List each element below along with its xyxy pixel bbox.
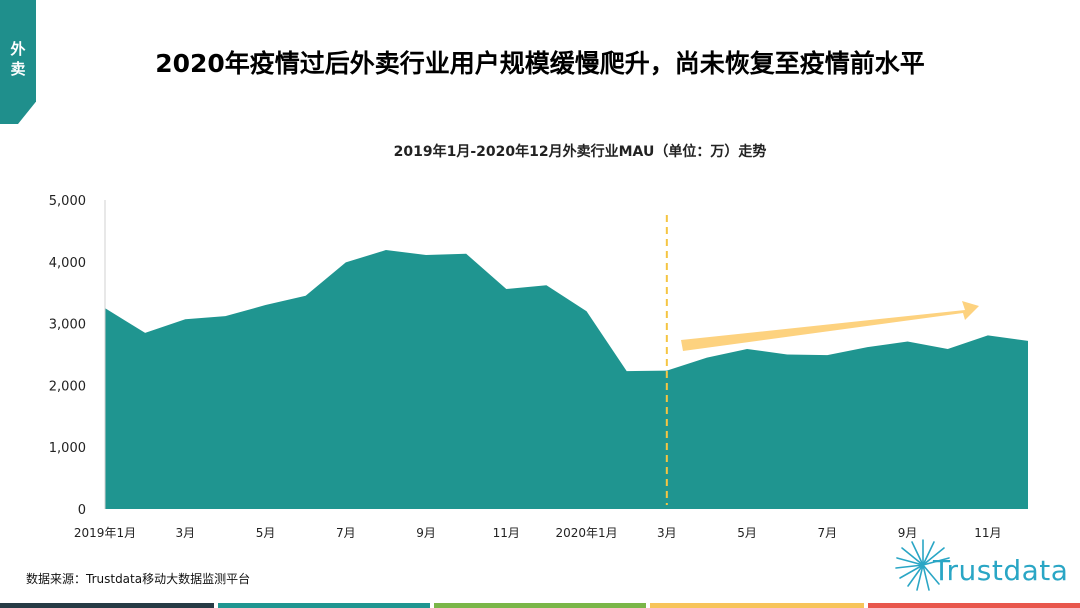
- y-tick-label: 1,000: [49, 441, 86, 456]
- y-tick-label: 3,000: [49, 318, 86, 333]
- y-tick-label: 0: [78, 503, 86, 518]
- y-tick-label: 2,000: [49, 379, 86, 394]
- trend-arrow: [681, 301, 979, 351]
- section-tab-line1: 外: [10, 40, 26, 58]
- section-tab-line2: 卖: [10, 60, 26, 78]
- x-tick-label: 2019年1月: [74, 526, 136, 540]
- x-tick-label: 5月: [256, 526, 276, 540]
- footer-segment-3: [434, 603, 646, 608]
- footer-segment-4: [650, 603, 864, 608]
- x-tick-label: 3月: [175, 526, 195, 540]
- x-tick-label: 11月: [493, 526, 520, 540]
- mau-area-series: [105, 250, 1028, 510]
- footer-segment-1: [0, 603, 214, 608]
- footer-color-bar: [0, 603, 1080, 608]
- x-tick-label: 5月: [737, 526, 757, 540]
- footer-segment-2: [218, 603, 430, 608]
- x-tick-label: 2020年1月: [555, 526, 617, 540]
- footer-segment-5: [868, 603, 1080, 608]
- x-tick-label: 7月: [818, 526, 838, 540]
- chart-title: 2019年1月-2020年12月外卖行业MAU（单位：万）走势: [393, 144, 767, 160]
- x-tick-label: 3月: [657, 526, 677, 540]
- section-tab: 外 卖: [0, 0, 36, 124]
- x-tick-label: 11月: [974, 526, 1001, 540]
- data-source-note: 数据来源：Trustdata移动大数据监测平台: [26, 572, 251, 586]
- trustdata-logo: Trustdata: [893, 536, 1069, 592]
- page-title: 2020年疫情过后外卖行业用户规模缓慢爬升，尚未恢复至疫情前水平: [155, 49, 925, 78]
- y-tick-label: 4,000: [49, 256, 86, 271]
- x-tick-label: 7月: [336, 526, 356, 540]
- x-tick-label: 9月: [416, 526, 436, 540]
- logo-text: Trustdata: [933, 554, 1069, 587]
- x-tick-label: 9月: [898, 526, 918, 540]
- y-tick-label: 5,000: [49, 194, 86, 209]
- sunburst-icon: [895, 539, 950, 591]
